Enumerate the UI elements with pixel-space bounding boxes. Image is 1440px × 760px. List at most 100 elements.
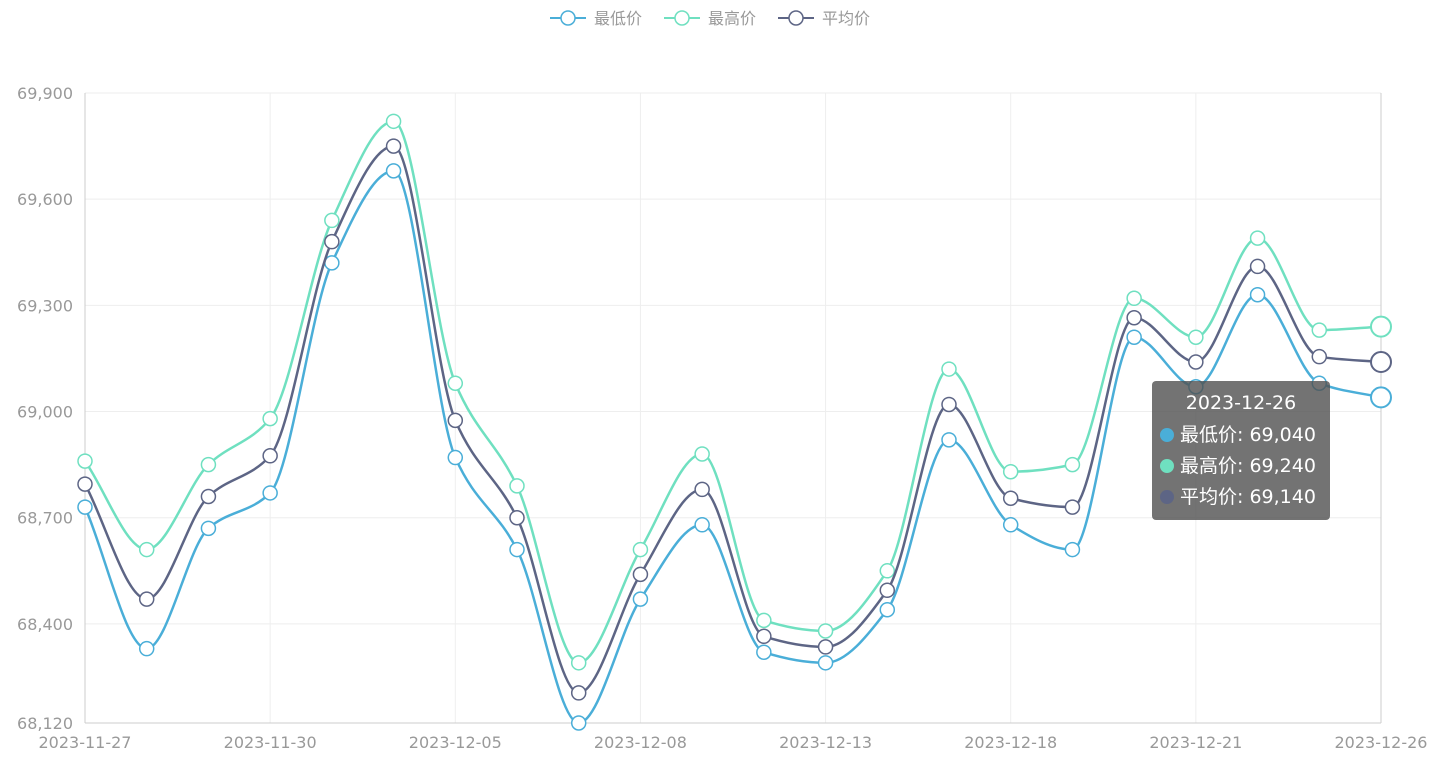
data-point-low [570,715,587,731]
data-point-high [756,612,772,629]
data-point-low [756,644,772,660]
y-tick-label: 68,400 [17,615,73,634]
data-point-low [817,655,834,671]
y-tick-label: 69,600 [17,190,73,209]
legend[interactable]: 最低价 最高价 平均价 [550,9,870,28]
series-avg [77,138,1392,701]
tooltip-title: 2023-12-26 [1185,392,1297,414]
legend-marker-high [674,10,690,26]
y-tick-label: 69,900 [17,84,73,103]
x-tick-label: 2023-12-08 [594,733,687,752]
data-point-high [262,410,278,427]
legend-item-low[interactable]: 最低价 [550,9,642,28]
tooltip-min-dot [1160,428,1174,442]
x-tick-label: 2023-12-05 [409,733,502,752]
x-tick-label: 2023-12-21 [1149,733,1242,752]
data-point-low [941,432,957,448]
data-point-low [1370,386,1392,409]
series-low [77,163,1392,731]
data-point-avg [1126,309,1142,326]
x-tick-label: 2023-12-18 [964,733,1057,752]
data-point-avg [262,448,278,464]
data-point-low [447,449,464,466]
data-point-avg [570,685,587,701]
data-point-high [1370,315,1392,338]
legend-marker-avg [788,10,804,26]
data-point-avg [1002,490,1019,507]
tooltip-row-min: 最低价: 69,040 [1160,420,1322,451]
x-tick-label: 2023-12-26 [1335,733,1428,752]
tooltip-row-max: 最高价: 69,240 [1160,451,1322,482]
data-point-high [632,541,649,558]
tooltip-max-dot [1160,459,1174,473]
data-point-avg [1249,258,1266,275]
x-tick-label: 2023-12-13 [779,733,872,752]
data-point-high [324,212,340,229]
data-point-avg [200,488,217,505]
data-point-avg [385,138,402,154]
data-point-low [262,485,278,501]
data-point-avg [1188,354,1204,370]
data-point-high [138,541,155,558]
data-point-low [879,601,896,618]
data-point-low [632,591,649,607]
data-point-avg [1370,350,1392,373]
data-point-high [941,361,957,377]
data-point-low [509,541,525,558]
data-point-avg [447,412,464,429]
tooltip-min-label: 最低价: 69,040 [1180,424,1316,446]
tooltip-max-label: 最高价: 69,240 [1180,455,1316,477]
data-point-low [1249,286,1266,303]
axes: 69,900 69,600 69,300 69,000 68,700 68,400 68,1… [17,84,1427,752]
data-point-high [570,655,587,671]
tooltip-avg-dot [1160,490,1174,504]
tooltip-row-avg: 平均价: 69,140 [1160,482,1322,513]
data-point-avg [941,396,957,413]
tooltip-avg-label: 平均价: 69,140 [1180,486,1316,508]
data-point-avg [632,566,649,583]
data-point-avg [324,233,340,250]
data-point-avg [756,628,772,645]
data-point-low [200,520,217,537]
data-point-avg [1064,499,1081,515]
data-point-high [817,623,834,639]
y-tick-label: 68,120 [17,714,73,733]
legend-label-low: 最低价 [594,9,642,28]
x-tick-label: 2023-11-27 [39,733,132,752]
data-point-avg [138,591,155,607]
data-point-high [694,446,710,462]
data-point-low [324,255,340,271]
y-tick-label: 69,000 [17,403,73,422]
x-tick-label: 2023-11-30 [224,733,317,752]
data-point-high [447,375,464,391]
data-point-low [1002,517,1019,533]
data-point-high [1002,463,1019,480]
data-point-low [1126,329,1142,345]
data-point-high [200,456,217,473]
tooltip: 2023-12-26 最低价: 69,040 最高价: 69,240 平均价: … [1152,381,1330,520]
legend-item-high[interactable]: 最高价 [664,9,756,28]
data-point-low [385,163,402,179]
data-point-high [879,563,896,579]
data-point-high [1188,329,1204,345]
data-point-high [385,113,402,130]
legend-item-avg[interactable]: 平均价 [778,9,870,28]
data-point-avg [879,582,896,599]
data-point-avg [817,639,834,655]
series-high [77,113,1392,671]
legend-label-high: 最高价 [708,9,756,28]
data-point-high [1311,322,1328,338]
legend-marker-low [560,10,576,26]
data-point-low [1064,541,1081,558]
data-point-low [77,499,93,515]
data-point-low [694,517,710,533]
data-point-avg [509,509,525,526]
data-point-avg [77,476,93,492]
data-point-high [1126,290,1142,307]
data-point-high [1249,230,1266,246]
series-layer [77,113,1392,731]
legend-label-avg: 平均价 [822,9,870,28]
y-tick-label: 68,700 [17,509,73,528]
data-point-high [1064,456,1081,473]
